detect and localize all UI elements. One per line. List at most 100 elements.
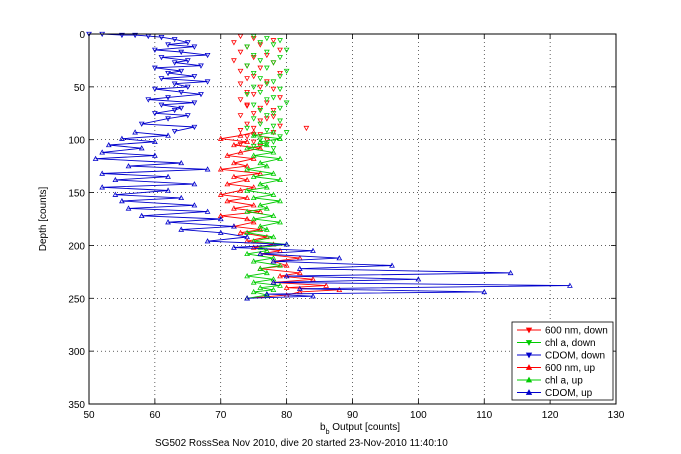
- data-point: [237, 141, 244, 147]
- data-point: [263, 247, 270, 253]
- data-point: [270, 258, 277, 264]
- data-point: [257, 42, 264, 48]
- data-point: [237, 97, 244, 103]
- data-point: [507, 269, 514, 276]
- data-point: [198, 92, 204, 98]
- legend-label: chl a, down: [545, 338, 596, 349]
- data-point: [237, 132, 244, 138]
- data-point: [231, 58, 237, 64]
- series-group: [92, 129, 573, 301]
- data-point: [224, 152, 231, 158]
- x-axis-label-rest: Output [counts]: [329, 422, 400, 433]
- data-point: [263, 81, 270, 87]
- data-point: [231, 205, 237, 211]
- x-tick-label: 110: [476, 410, 492, 421]
- data-point: [231, 244, 237, 250]
- data-point: [250, 258, 257, 264]
- data-point: [270, 146, 277, 152]
- data-point: [250, 244, 257, 250]
- data-point: [237, 49, 244, 55]
- data-point: [204, 166, 211, 172]
- data-point: [184, 40, 191, 46]
- data-point: [165, 173, 171, 179]
- legend-marker: [525, 340, 533, 346]
- data-point: [250, 173, 257, 179]
- caption: SG502 RossSea Nov 2010, dive 20 started …: [155, 438, 448, 449]
- data-point: [257, 250, 264, 257]
- data-point: [250, 92, 257, 98]
- data-point: [237, 128, 244, 134]
- data-point: [244, 187, 250, 193]
- data-point: [277, 123, 283, 129]
- data-point: [310, 276, 316, 282]
- data-point: [277, 176, 283, 183]
- data-point: [191, 124, 198, 131]
- data-point: [165, 70, 171, 77]
- y-tick-label: 250: [68, 294, 85, 305]
- data-point: [263, 226, 270, 232]
- data-point: [277, 86, 283, 92]
- data-point: [310, 247, 316, 253]
- data-point: [217, 215, 224, 222]
- data-point: [237, 113, 244, 119]
- data-point: [277, 198, 283, 204]
- data-point: [125, 163, 132, 169]
- data-point: [263, 49, 270, 55]
- data-point: [263, 292, 270, 298]
- data-point: [217, 191, 224, 197]
- data-point: [277, 47, 283, 53]
- data-point: [567, 282, 573, 288]
- data-point: [250, 116, 257, 122]
- x-axis-label-main: b: [320, 422, 326, 433]
- x-tick-label: 120: [542, 410, 559, 421]
- data-point: [244, 233, 250, 240]
- data-point: [257, 58, 264, 64]
- series-group: [86, 31, 211, 135]
- data-point: [151, 47, 158, 53]
- data-point: [257, 40, 264, 46]
- data-point: [244, 92, 250, 98]
- data-point: [244, 44, 250, 50]
- data-point: [250, 288, 257, 295]
- data-point: [263, 113, 270, 119]
- data-point: [204, 52, 211, 59]
- y-tick-label: 300: [68, 347, 85, 358]
- data-point: [250, 202, 257, 208]
- data-point: [244, 215, 250, 222]
- data-point: [151, 86, 158, 92]
- data-point: [178, 89, 185, 96]
- data-point: [257, 76, 264, 82]
- data-point: [158, 55, 165, 61]
- data-point: [171, 129, 178, 135]
- data-point: [257, 118, 264, 124]
- data-point: [257, 107, 264, 114]
- data-point: [270, 123, 277, 129]
- data-point: [250, 215, 257, 222]
- legend-marker: [525, 327, 533, 334]
- data-point: [250, 55, 257, 61]
- data-point: [277, 155, 283, 161]
- data-point: [99, 184, 106, 190]
- data-point: [277, 95, 283, 101]
- data-point: [244, 76, 250, 82]
- data-point: [171, 81, 178, 87]
- data-point: [481, 288, 488, 295]
- data-point: [310, 293, 316, 299]
- data-point: [99, 170, 106, 176]
- data-point: [263, 163, 270, 169]
- data-point: [270, 60, 277, 66]
- data-point: [244, 103, 250, 109]
- data-point: [204, 238, 211, 244]
- data-point: [112, 191, 119, 197]
- data-point: [191, 100, 198, 106]
- data-point: [277, 74, 283, 80]
- data-point: [171, 107, 178, 114]
- data-point: [244, 273, 250, 279]
- data-point: [277, 118, 283, 124]
- data-point: [244, 102, 250, 108]
- data-point: [257, 244, 264, 250]
- data-point: [257, 265, 264, 271]
- data-point: [270, 233, 277, 240]
